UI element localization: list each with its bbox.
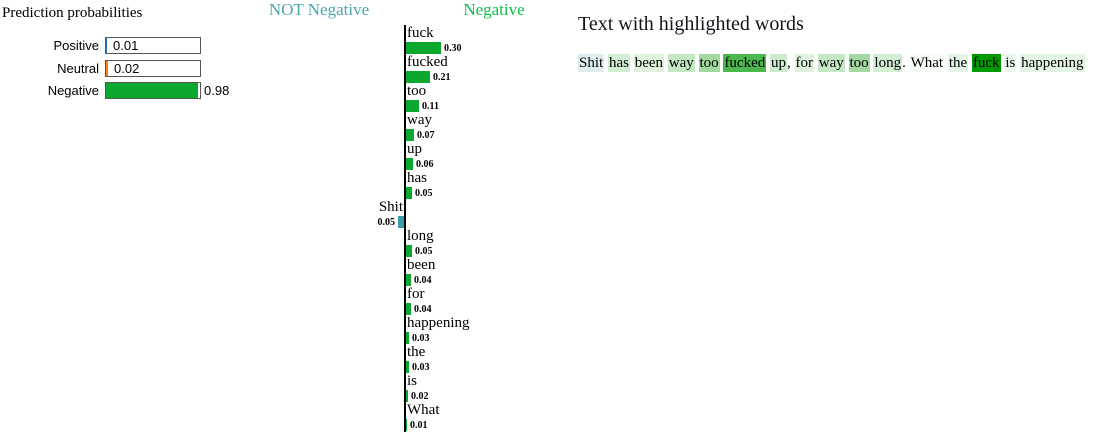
- weight-bar: [406, 71, 430, 83]
- bar-word-label: What: [407, 402, 440, 418]
- weight-bar: [398, 216, 404, 228]
- highlighted-word: for: [794, 54, 814, 72]
- weight-bar: [406, 274, 411, 286]
- highlighted-word: happening: [1020, 54, 1085, 72]
- weight-value-label: 0.05: [377, 217, 396, 228]
- weight-bar: [406, 361, 409, 373]
- weight-bar: [406, 129, 414, 141]
- prediction-row-negative: Negative 0.98: [2, 82, 229, 99]
- weight-bar: [406, 42, 441, 54]
- bar-word-label: up: [407, 141, 422, 157]
- bar-word-label: long: [407, 228, 434, 244]
- weight-bar: [406, 100, 419, 112]
- highlighted-word: Shit: [578, 54, 605, 72]
- highlighted-word: fucked: [723, 54, 767, 72]
- weight-value-label: 0.30: [444, 43, 462, 54]
- weight-value-label: 0.03: [412, 333, 430, 344]
- weight-value-label: 0.03: [412, 362, 430, 373]
- prediction-probabilities-panel: Prediction probabilities Positive 0.01 Neu…: [2, 4, 252, 114]
- weight-bar: [406, 390, 408, 402]
- weight-value-label: 0.02: [411, 391, 429, 402]
- highlighted-word: too: [848, 54, 870, 72]
- highlighted-text: Shit has been way too fucked up, for way…: [578, 54, 1085, 72]
- highlighted-word: way: [817, 54, 845, 72]
- weight-value-label: 0.05: [415, 246, 433, 257]
- weight-bar: [406, 332, 409, 344]
- bar-word-label: too: [407, 83, 427, 99]
- bar-word-label: fucked: [407, 54, 448, 70]
- probability-bar-fill: [106, 38, 107, 53]
- highlighted-word: way: [667, 54, 695, 72]
- prediction-row-positive: Positive 0.01: [2, 37, 201, 54]
- prediction-probabilities-title: Prediction probabilities: [2, 5, 143, 21]
- bar-word-label: fuck: [407, 25, 434, 41]
- highlighted-text-title: Text with highlighted words: [578, 13, 804, 35]
- bar-word-label: for: [407, 286, 425, 302]
- prediction-row-neutral: Neutral 0.02: [2, 59, 201, 77]
- highlighted-word: too: [698, 54, 720, 72]
- probability-value: 0.02: [114, 60, 140, 76]
- weight-value-label: 0.05: [415, 188, 433, 199]
- weight-value-label: 0.21: [433, 72, 451, 83]
- weight-value-label: 0.11: [422, 101, 439, 112]
- prediction-class-label: Positive: [53, 38, 99, 53]
- weight-bar: [406, 187, 412, 199]
- bar-word-label: Shit: [378, 199, 403, 215]
- bar-word-label: the: [407, 344, 426, 360]
- probability-bar-track: 0.98: [105, 82, 229, 99]
- probability-bar-track: 0.01: [105, 37, 201, 54]
- weight-value-label: 0.07: [417, 130, 435, 141]
- weight-bar: [406, 303, 411, 315]
- probability-bar-fill: [106, 60, 108, 76]
- bar-word-label: is: [407, 373, 418, 389]
- bar-word-label: happening: [407, 315, 470, 331]
- bar-word-label: way: [407, 112, 432, 128]
- probability-value: 0.01: [113, 38, 139, 53]
- probability-bar-track: 0.02: [105, 59, 201, 77]
- weight-value-label: 0.04: [414, 275, 432, 286]
- weight-value-label: 0.06: [416, 159, 434, 170]
- highlighted-word: fuck: [971, 54, 1001, 72]
- class-header-negative: Negative: [463, 0, 525, 19]
- prediction-class-label: Neutral: [57, 60, 99, 76]
- weight-value-label: 0.01: [410, 420, 428, 431]
- weight-bar: [406, 419, 407, 431]
- highlighted-word: has: [607, 54, 630, 72]
- probability-bar-fill: [106, 83, 199, 98]
- highlighted-word: is: [1004, 54, 1017, 72]
- weight-value-label: 0.04: [414, 304, 432, 315]
- bar-word-label: been: [407, 257, 436, 273]
- weight-bar: [406, 158, 413, 170]
- axis-line: [404, 25, 406, 432]
- weight-bar: [406, 245, 412, 257]
- bar-word-label: has: [407, 170, 427, 186]
- prediction-class-label: Negative: [47, 83, 99, 98]
- highlighted-text-panel: Text with highlighted words Shit has bee…: [578, 12, 1092, 74]
- highlighted-word: long: [873, 54, 903, 72]
- highlighted-word: the: [947, 54, 969, 72]
- highlighted-word: been: [633, 54, 665, 72]
- highlighted-word: up: [770, 54, 787, 72]
- highlighted-word: What: [910, 55, 944, 71]
- class-header-not-negative: NOT Negative: [268, 0, 370, 19]
- probability-value: 0.98: [204, 83, 230, 98]
